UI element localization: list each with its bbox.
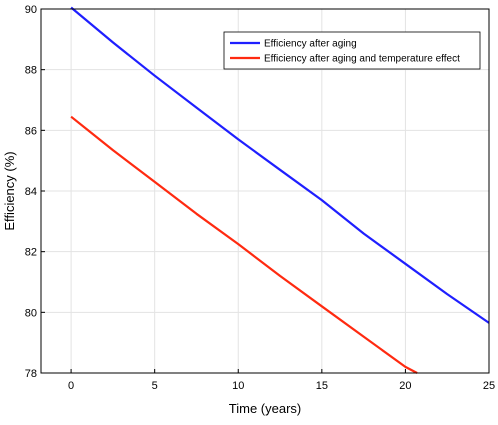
x-tick-label: 15 (316, 380, 328, 392)
x-tick-label: 10 (232, 380, 244, 392)
x-tick-label: 0 (68, 380, 74, 392)
y-tick-label: 82 (25, 247, 37, 259)
series-line-0 (70, 6, 490, 324)
axis-ticks: 0 5 10 15 20 25 78 80 82 84 86 88 90 (25, 4, 495, 392)
y-tick-label: 80 (25, 307, 37, 319)
series-lines (70, 6, 490, 374)
x-tick-label: 25 (483, 380, 495, 392)
y-tick-label: 84 (25, 186, 37, 198)
x-axis-label: Time (years) (229, 401, 301, 416)
x-tick-label: 20 (399, 380, 411, 392)
series-line-1 (70, 115, 418, 374)
y-tick-label: 88 (25, 65, 37, 77)
y-tick-label: 78 (25, 368, 37, 380)
x-tick-label: 5 (152, 380, 158, 392)
legend-box (223, 31, 481, 70)
y-axis-label: Efficiency (%) (2, 151, 17, 230)
legend: Efficiency after aging Efficiency after … (223, 31, 481, 70)
y-tick-label: 86 (25, 125, 37, 137)
legend-entry-aging-temperature: Efficiency after aging and temperature e… (264, 54, 460, 65)
y-tick-label: 90 (25, 4, 37, 16)
legend-entry-aging: Efficiency after aging (264, 39, 357, 50)
